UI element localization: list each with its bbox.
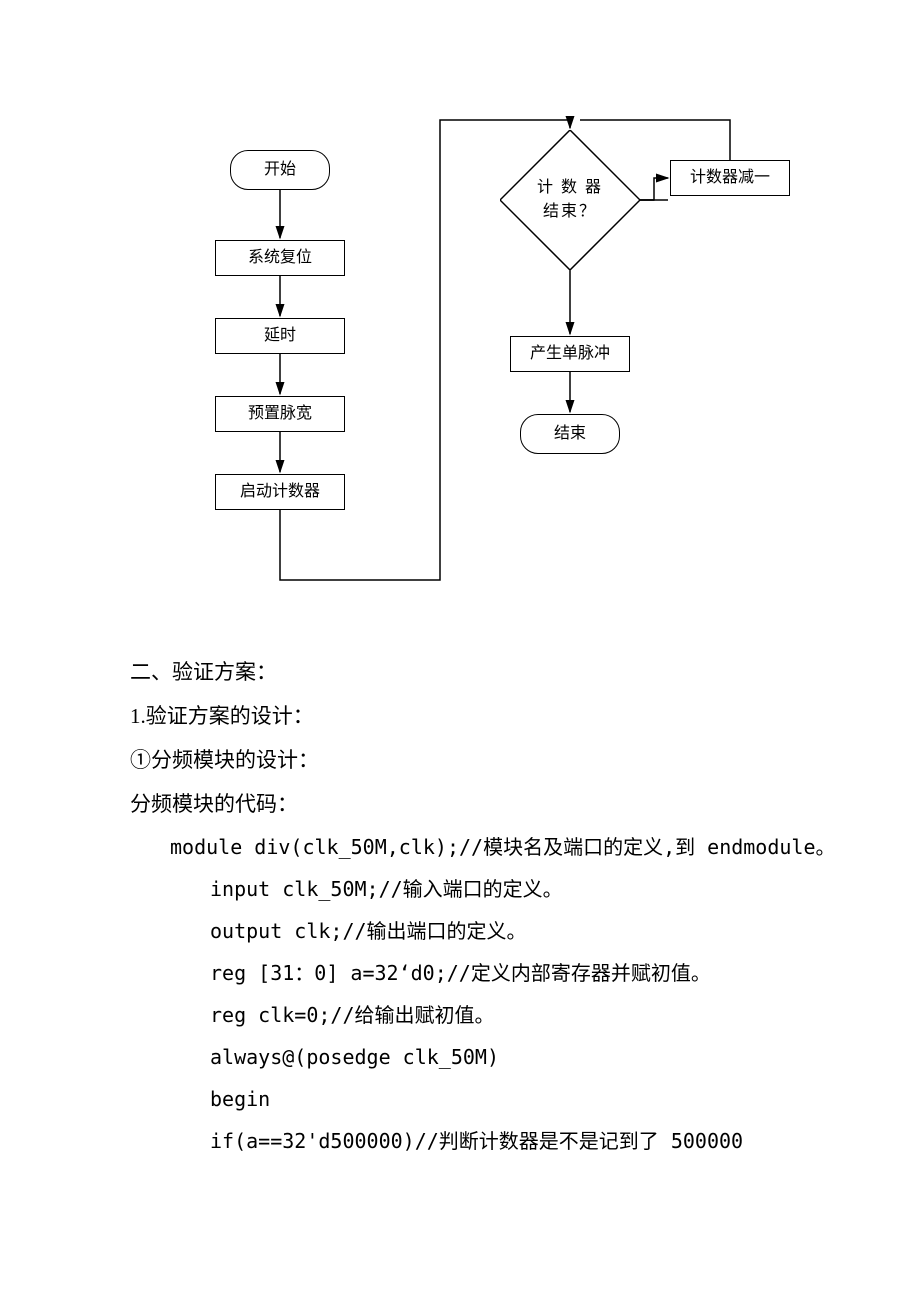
code-line-1: module div(clk_50M,clk);//模块名及端口的定义,到 en… <box>130 826 790 868</box>
code-line-2: input clk_50M;//输入端口的定义。 <box>130 868 790 910</box>
node-delay: 延时 <box>215 318 345 354</box>
node-start-label: 开始 <box>264 160 296 181</box>
code-line-8: if(a==32'd500000)//判断计数器是不是记到了 500000 <box>130 1120 790 1162</box>
code-line-7: begin <box>130 1078 790 1120</box>
node-preset: 预置脉宽 <box>215 396 345 432</box>
node-startcnt: 启动计数器 <box>215 474 345 510</box>
node-delay-label: 延时 <box>264 326 296 347</box>
node-startcnt-label: 启动计数器 <box>240 482 320 503</box>
node-reset-label: 系统复位 <box>248 248 312 269</box>
flowchart: 开始 系统复位 延时 预置脉宽 启动计数器 计 数 器 结束？ 计数器减一 产生… <box>130 110 790 590</box>
code-line-5: reg clk=0;//给输出赋初值。 <box>130 994 790 1036</box>
node-end: 结束 <box>520 414 620 454</box>
para-1: 1.验证方案的设计： <box>130 694 790 738</box>
code-line-3: output clk;//输出端口的定义。 <box>130 910 790 952</box>
node-decr-label: 计数器减一 <box>690 168 770 189</box>
node-pulse-label: 产生单脉冲 <box>530 344 610 365</box>
node-decision: 计 数 器 结束？ <box>500 130 640 270</box>
text-section: 二、验证方案： 1.验证方案的设计： ①分频模块的设计： 分频模块的代码： mo… <box>130 650 790 1162</box>
code-line-4: reg [31：0] a=32‘d0;//定义内部寄存器并赋初值。 <box>130 952 790 994</box>
node-reset: 系统复位 <box>215 240 345 276</box>
node-decision-label: 计 数 器 结束？ <box>500 130 640 270</box>
node-pulse: 产生单脉冲 <box>510 336 630 372</box>
heading-2: 二、验证方案： <box>130 650 790 694</box>
node-end-label: 结束 <box>554 424 586 445</box>
code-line-6: always@(posedge clk_50M) <box>130 1036 790 1078</box>
para-3: 分频模块的代码： <box>130 782 790 826</box>
node-preset-label: 预置脉宽 <box>248 404 312 425</box>
node-decr: 计数器减一 <box>670 160 790 196</box>
node-start: 开始 <box>230 150 330 190</box>
para-2: ①分频模块的设计： <box>130 738 790 782</box>
